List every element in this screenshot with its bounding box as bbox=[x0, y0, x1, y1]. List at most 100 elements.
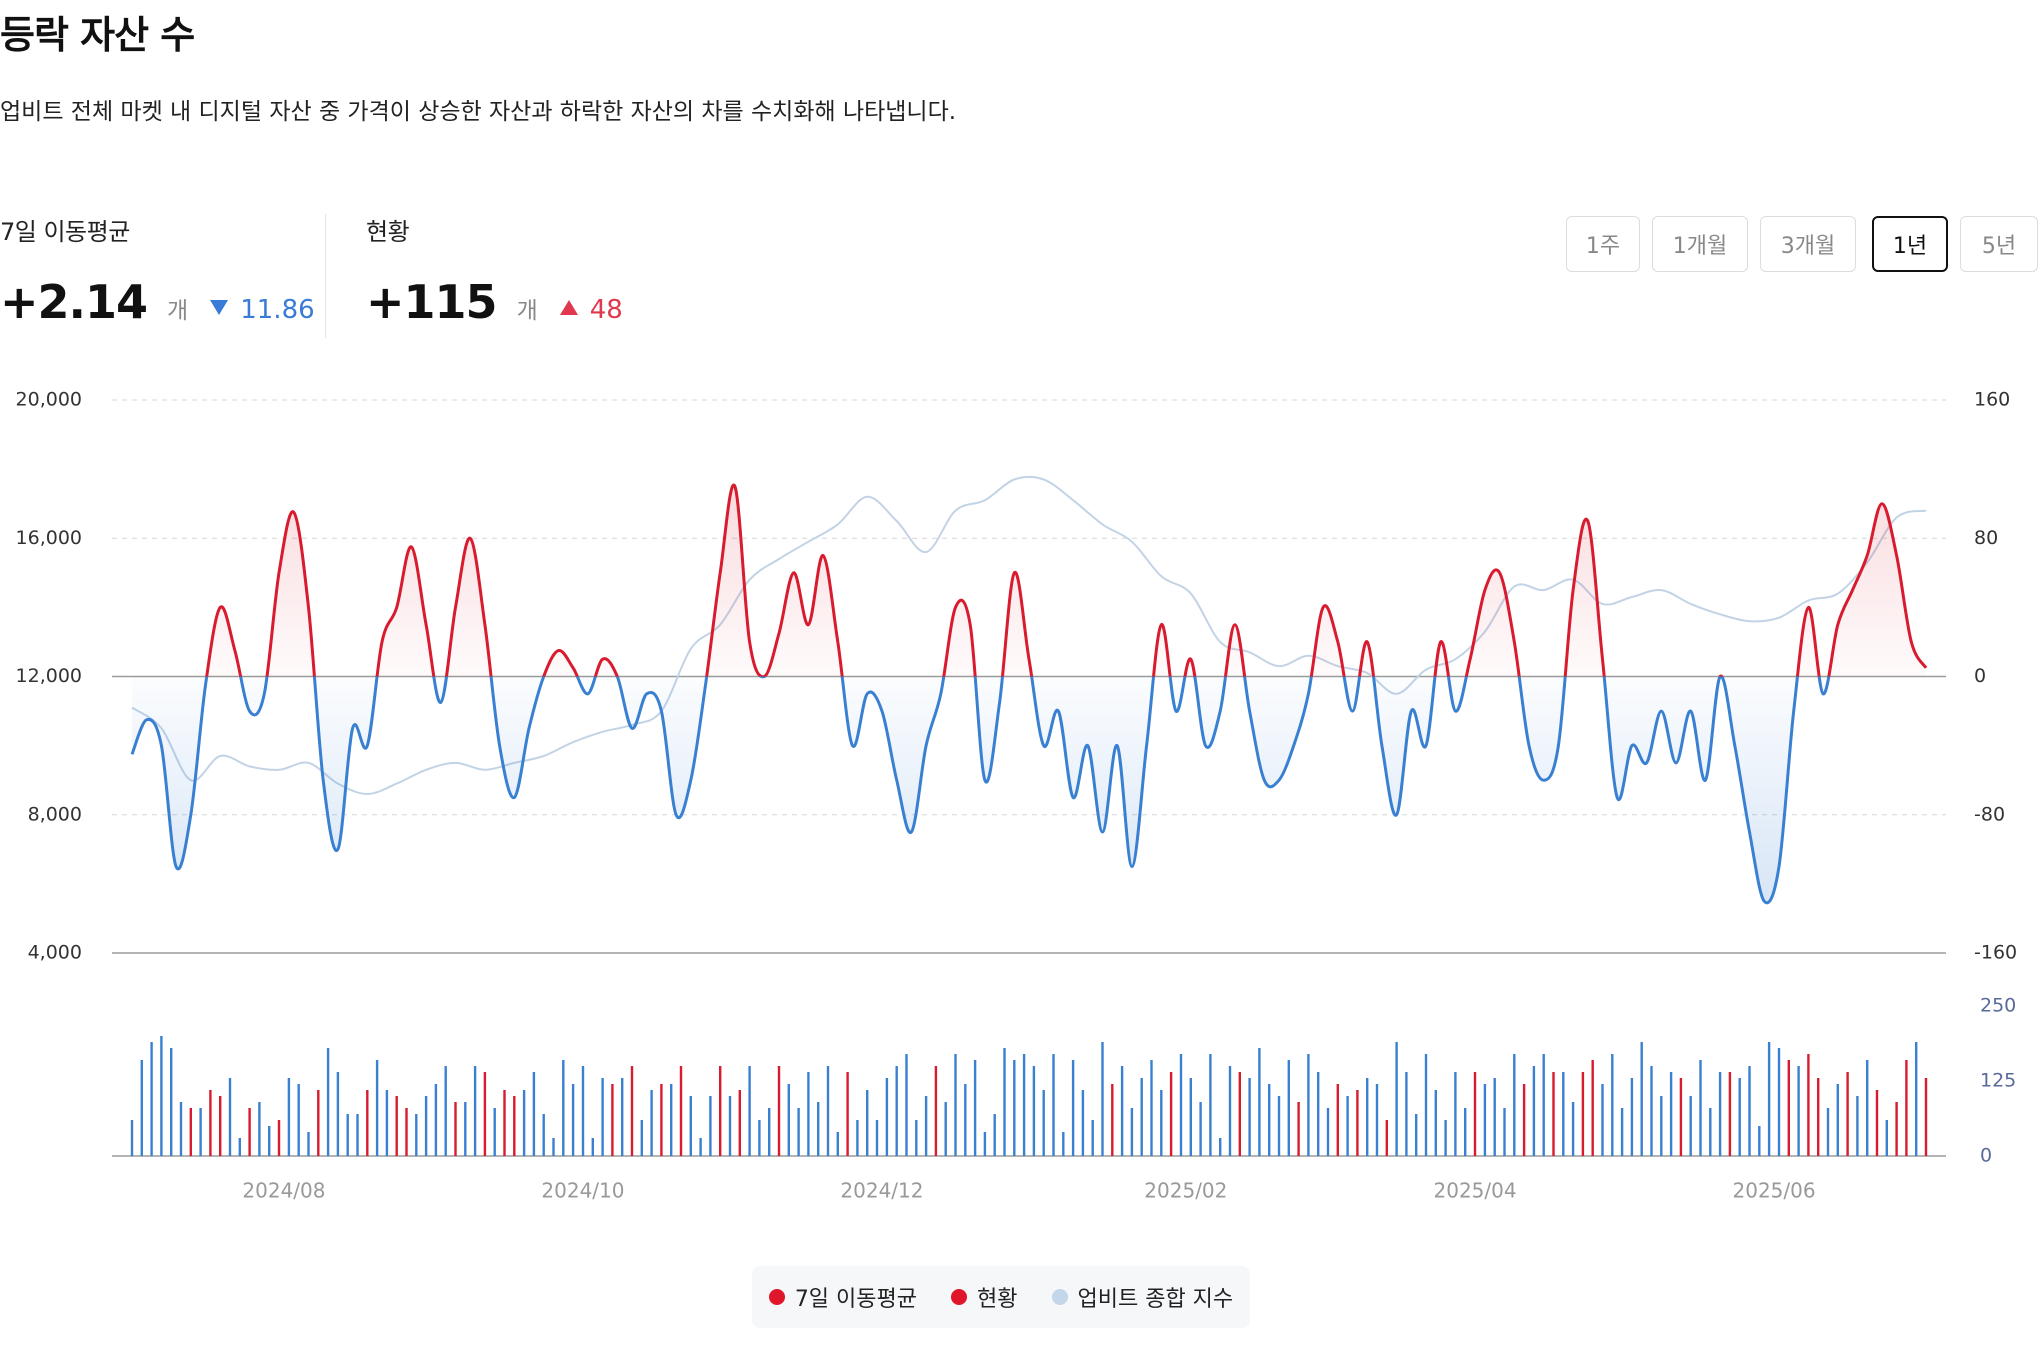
bar bbox=[1238, 1072, 1241, 1156]
bar bbox=[219, 1096, 222, 1156]
bar bbox=[1101, 1042, 1104, 1156]
bar-axis-tick-label: 250 bbox=[1980, 995, 2016, 1017]
bar bbox=[179, 1102, 183, 1156]
range-tab-1y[interactable]: 1년 bbox=[1872, 216, 1948, 272]
bar bbox=[719, 1066, 722, 1156]
bar bbox=[1846, 1072, 1849, 1156]
bar bbox=[493, 1108, 496, 1156]
range-tab-1m[interactable]: 1개월 bbox=[1652, 216, 1748, 272]
bar bbox=[1856, 1096, 1859, 1156]
bar bbox=[454, 1102, 457, 1156]
bar bbox=[1758, 1126, 1761, 1156]
bar bbox=[130, 1120, 134, 1156]
legend-item-index[interactable]: 업비트 종합 지수 bbox=[1051, 1281, 1233, 1313]
x-axis-tick-label: 2024/12 bbox=[840, 1179, 923, 1203]
bar bbox=[885, 1078, 889, 1156]
bar bbox=[738, 1090, 741, 1156]
bar bbox=[1248, 1078, 1251, 1156]
right-axis-tick-label: 0 bbox=[1974, 665, 1986, 687]
bar bbox=[1268, 1084, 1271, 1156]
bar bbox=[434, 1084, 438, 1156]
legend-dot-index bbox=[1051, 1289, 1068, 1305]
bar bbox=[160, 1036, 163, 1156]
left-axis-tick-label: 16,000 bbox=[16, 527, 82, 549]
bar bbox=[1826, 1108, 1830, 1156]
bar bbox=[866, 1090, 869, 1156]
bar bbox=[395, 1096, 398, 1156]
bar bbox=[1875, 1090, 1879, 1156]
bar bbox=[836, 1132, 839, 1156]
right-axis-tick-label: -80 bbox=[1974, 803, 2005, 825]
bar bbox=[993, 1114, 996, 1156]
bar bbox=[473, 1066, 477, 1156]
bar bbox=[826, 1066, 830, 1156]
bar bbox=[1513, 1054, 1516, 1156]
bar bbox=[817, 1102, 820, 1156]
bar bbox=[1424, 1054, 1428, 1156]
breadth-chart: 20,000 160 16,000 80 12,000 0 8,000 -80 4,000 -16… bbox=[16, 389, 2018, 1203]
bar bbox=[1532, 1066, 1536, 1156]
moving-average-unit: 개 bbox=[167, 298, 189, 324]
stat-divider bbox=[325, 214, 326, 338]
bar bbox=[1346, 1096, 1349, 1156]
bar bbox=[238, 1138, 241, 1156]
bar bbox=[1111, 1084, 1114, 1156]
bar bbox=[513, 1096, 516, 1156]
bar bbox=[1924, 1078, 1928, 1156]
bar bbox=[895, 1066, 898, 1156]
moving-average-stat: 7일 이동평균 +2.14 개 11.86 bbox=[0, 212, 315, 329]
bar bbox=[1071, 1060, 1075, 1156]
bar bbox=[856, 1120, 859, 1156]
legend-item-current[interactable]: 현황 bbox=[951, 1281, 1018, 1313]
bar bbox=[1483, 1084, 1487, 1156]
range-tabs: 1주 1개월 3개월 1년 5년 bbox=[1566, 216, 2040, 272]
bar bbox=[1297, 1102, 1300, 1156]
bar bbox=[1620, 1108, 1624, 1156]
bar bbox=[140, 1060, 143, 1156]
legend-item-moving-average[interactable]: 7일 이동평균 bbox=[768, 1281, 917, 1313]
bar bbox=[1130, 1108, 1134, 1156]
right-axis-tick-label: 160 bbox=[1974, 389, 2010, 411]
bar bbox=[758, 1120, 761, 1156]
x-axis-tick-label: 2025/04 bbox=[1434, 1179, 1517, 1203]
bar bbox=[552, 1138, 555, 1156]
bar bbox=[366, 1090, 369, 1156]
bar bbox=[983, 1132, 987, 1156]
bar bbox=[630, 1066, 634, 1156]
bar bbox=[1366, 1078, 1369, 1156]
bar bbox=[1797, 1066, 1800, 1156]
bar bbox=[248, 1108, 251, 1156]
bar bbox=[287, 1078, 291, 1156]
bar bbox=[1571, 1102, 1575, 1156]
range-tab-5y[interactable]: 5년 bbox=[1960, 216, 2038, 272]
triangle-down-icon bbox=[210, 300, 229, 315]
bar bbox=[1503, 1108, 1506, 1156]
current-change-value: 48 bbox=[589, 295, 623, 325]
bar bbox=[1669, 1072, 1673, 1156]
bar bbox=[1915, 1042, 1918, 1156]
bar bbox=[464, 1102, 467, 1156]
bar bbox=[915, 1120, 918, 1156]
range-tab-1w[interactable]: 1주 bbox=[1566, 216, 1640, 272]
bar bbox=[670, 1084, 673, 1156]
bar bbox=[1787, 1060, 1790, 1156]
bar bbox=[1611, 1054, 1614, 1156]
bar-axis-tick-label: 125 bbox=[1980, 1070, 2016, 1092]
bar bbox=[640, 1120, 643, 1156]
moving-average-label: 7일 이동평균 bbox=[0, 218, 130, 246]
bar bbox=[1552, 1072, 1555, 1156]
current-unit: 개 bbox=[516, 298, 538, 324]
bar bbox=[150, 1042, 153, 1156]
bar bbox=[768, 1108, 771, 1156]
bar bbox=[1032, 1066, 1036, 1156]
bar bbox=[875, 1120, 879, 1156]
right-axis-tick-label: -160 bbox=[1974, 942, 2017, 964]
x-axis-tick-label: 2025/06 bbox=[1733, 1179, 1816, 1203]
range-tab-3m[interactable]: 3개월 bbox=[1760, 216, 1856, 272]
bar bbox=[1434, 1090, 1437, 1156]
bar bbox=[846, 1072, 849, 1156]
bar bbox=[1062, 1132, 1065, 1156]
bar bbox=[924, 1096, 928, 1156]
bar bbox=[1581, 1072, 1585, 1156]
bar bbox=[1748, 1066, 1751, 1156]
